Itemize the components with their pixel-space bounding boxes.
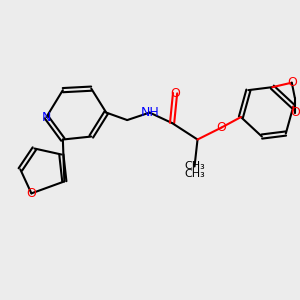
Text: N: N <box>42 111 51 124</box>
Text: CH₃: CH₃ <box>184 161 205 172</box>
Text: O: O <box>287 76 297 89</box>
Text: O: O <box>170 87 180 100</box>
Text: NH: NH <box>140 106 159 119</box>
Text: O: O <box>290 106 300 119</box>
Text: CH₃: CH₃ <box>184 169 205 179</box>
Text: O: O <box>217 121 226 134</box>
Text: O: O <box>26 187 36 200</box>
